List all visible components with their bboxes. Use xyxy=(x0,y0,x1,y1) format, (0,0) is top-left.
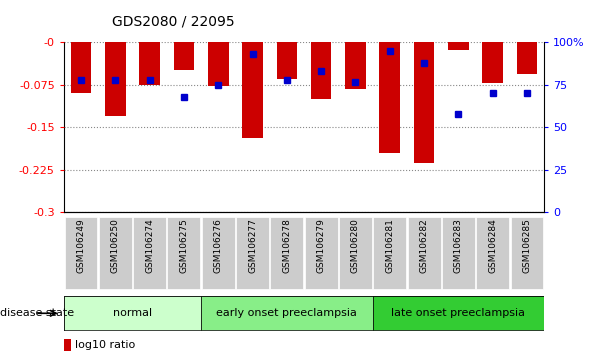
Text: GSM106275: GSM106275 xyxy=(179,218,188,273)
FancyBboxPatch shape xyxy=(511,217,544,289)
Bar xyxy=(311,42,331,99)
Bar xyxy=(414,42,434,162)
Bar xyxy=(71,42,91,93)
FancyBboxPatch shape xyxy=(407,217,441,289)
FancyBboxPatch shape xyxy=(442,217,475,289)
FancyBboxPatch shape xyxy=(99,217,132,289)
Text: GSM106283: GSM106283 xyxy=(454,218,463,273)
Text: GSM106277: GSM106277 xyxy=(248,218,257,273)
Bar xyxy=(482,42,503,83)
FancyBboxPatch shape xyxy=(64,217,97,289)
FancyBboxPatch shape xyxy=(305,217,337,289)
Text: early onset preeclampsia: early onset preeclampsia xyxy=(216,308,358,318)
Text: GSM106284: GSM106284 xyxy=(488,218,497,273)
Bar xyxy=(379,42,400,153)
Bar xyxy=(64,339,71,351)
FancyBboxPatch shape xyxy=(133,217,166,289)
Text: disease state: disease state xyxy=(0,308,74,318)
Bar xyxy=(517,42,537,74)
FancyBboxPatch shape xyxy=(64,296,201,330)
Text: GSM106279: GSM106279 xyxy=(317,218,326,273)
Text: GSM106282: GSM106282 xyxy=(420,218,429,273)
Bar xyxy=(174,42,194,70)
Bar xyxy=(105,42,126,116)
FancyBboxPatch shape xyxy=(476,217,509,289)
Text: late onset preeclampsia: late onset preeclampsia xyxy=(392,308,525,318)
Text: GSM106285: GSM106285 xyxy=(522,218,531,273)
FancyBboxPatch shape xyxy=(236,217,269,289)
Text: GSM106276: GSM106276 xyxy=(214,218,223,273)
Text: GSM106250: GSM106250 xyxy=(111,218,120,273)
Text: GDS2080 / 22095: GDS2080 / 22095 xyxy=(112,14,235,28)
Text: GSM106280: GSM106280 xyxy=(351,218,360,273)
Text: GSM106281: GSM106281 xyxy=(385,218,394,273)
Bar xyxy=(139,42,160,85)
Bar xyxy=(242,42,263,138)
Bar xyxy=(277,42,297,79)
Bar xyxy=(345,42,366,89)
FancyBboxPatch shape xyxy=(271,217,303,289)
Text: log10 ratio: log10 ratio xyxy=(75,340,136,350)
Text: GSM106278: GSM106278 xyxy=(282,218,291,273)
FancyBboxPatch shape xyxy=(373,217,406,289)
Bar xyxy=(208,42,229,86)
Bar xyxy=(448,42,469,50)
FancyBboxPatch shape xyxy=(167,217,201,289)
FancyBboxPatch shape xyxy=(202,217,235,289)
FancyBboxPatch shape xyxy=(339,217,372,289)
Text: GSM106274: GSM106274 xyxy=(145,218,154,273)
FancyBboxPatch shape xyxy=(201,296,373,330)
Text: GSM106249: GSM106249 xyxy=(77,218,86,273)
Text: normal: normal xyxy=(113,308,152,318)
FancyBboxPatch shape xyxy=(373,296,544,330)
